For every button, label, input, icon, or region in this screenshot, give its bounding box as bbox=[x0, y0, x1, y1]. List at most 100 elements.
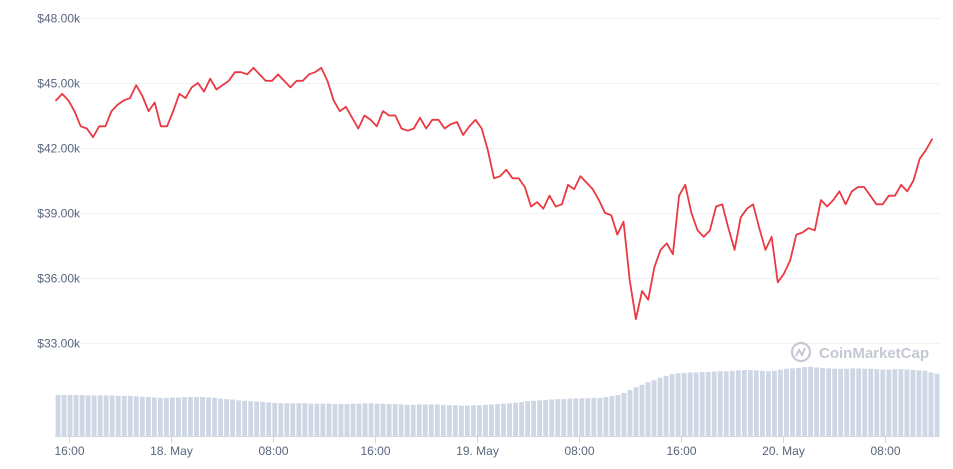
watermark-text: CoinMarketCap bbox=[819, 345, 929, 362]
volume-bar bbox=[910, 369, 916, 436]
volume-bar bbox=[723, 371, 729, 436]
volume-bar bbox=[826, 368, 832, 436]
volume-bar bbox=[705, 372, 711, 436]
volume-bar bbox=[537, 400, 543, 436]
volume-bar bbox=[314, 403, 320, 436]
volume-bar bbox=[609, 396, 615, 436]
volume-bar bbox=[326, 403, 332, 436]
volume-bar bbox=[332, 404, 338, 436]
volume-bar bbox=[669, 374, 675, 436]
volume-bar bbox=[477, 405, 482, 436]
volume-bar bbox=[296, 403, 302, 436]
price-series bbox=[55, 66, 933, 321]
price-line bbox=[55, 66, 933, 321]
volume-bar bbox=[507, 403, 512, 436]
y-tick-label: $39.00k bbox=[37, 207, 81, 221]
volume-bar bbox=[513, 402, 518, 436]
volume-bar bbox=[109, 395, 115, 436]
volume-bar bbox=[206, 397, 211, 436]
volume-bar bbox=[699, 372, 705, 436]
x-tick-label: 20. May bbox=[762, 444, 805, 458]
volume-bar bbox=[549, 399, 555, 436]
volume-bar bbox=[188, 397, 193, 436]
x-tick-label: 08:00 bbox=[258, 444, 288, 458]
volume-bar bbox=[555, 399, 561, 436]
volume-bar bbox=[597, 397, 603, 436]
volume-bar bbox=[452, 405, 458, 436]
volume-bar bbox=[398, 404, 404, 436]
volume-bar bbox=[741, 369, 747, 436]
volume-bar bbox=[218, 398, 223, 436]
volume-bar bbox=[663, 375, 669, 436]
volume-bar bbox=[928, 372, 934, 436]
volume-bar bbox=[471, 405, 476, 436]
volume-bar bbox=[567, 398, 573, 436]
volume-bar bbox=[585, 398, 591, 436]
volume-bar bbox=[422, 404, 428, 436]
volume-bar bbox=[862, 368, 868, 436]
volume-bar bbox=[531, 400, 537, 436]
volume-bar bbox=[440, 404, 446, 436]
volume-bar bbox=[681, 372, 687, 436]
volume-bar bbox=[561, 399, 567, 436]
y-tick-label: $33.00k bbox=[37, 337, 81, 351]
grid-lines bbox=[55, 18, 940, 344]
volume-bar bbox=[434, 404, 440, 436]
volume-bar bbox=[284, 403, 290, 436]
volume-bar bbox=[856, 368, 862, 436]
y-tick-label: $48.00k bbox=[37, 12, 81, 26]
volume-bar bbox=[260, 401, 266, 436]
volume-bar bbox=[55, 395, 61, 436]
volume-bar bbox=[85, 395, 91, 436]
watermark: CoinMarketCap bbox=[790, 341, 929, 363]
volume-bar bbox=[814, 367, 819, 436]
volume-bar bbox=[290, 403, 296, 436]
volume-bar bbox=[194, 397, 199, 436]
coinmarketcap-logo-icon bbox=[790, 341, 812, 363]
volume-bar bbox=[380, 403, 386, 436]
volume-bar bbox=[344, 404, 350, 436]
volume-bar bbox=[350, 403, 356, 436]
volume-bar bbox=[832, 368, 838, 436]
volume-bar bbox=[392, 404, 398, 436]
volume-bar bbox=[868, 368, 874, 436]
x-tick-label: 18. May bbox=[150, 444, 193, 458]
volume-bar bbox=[615, 395, 621, 436]
volume-bar bbox=[73, 395, 79, 436]
volume-bar bbox=[272, 402, 278, 436]
x-tick-label: 16:00 bbox=[360, 444, 390, 458]
volume-bars bbox=[55, 366, 940, 436]
volume-bar bbox=[753, 370, 759, 436]
volume-bar bbox=[735, 370, 741, 436]
volume-bar bbox=[242, 400, 248, 436]
volume-bar bbox=[651, 380, 657, 436]
volume-bar bbox=[675, 373, 681, 436]
volume-bar bbox=[368, 403, 374, 436]
volume-bar bbox=[922, 370, 928, 436]
volume-bar bbox=[139, 396, 145, 436]
volume-bar bbox=[916, 370, 922, 436]
volume-bar bbox=[796, 367, 801, 436]
volume-bar bbox=[115, 395, 121, 436]
volume-bar bbox=[934, 373, 940, 436]
volume-bar bbox=[103, 395, 109, 436]
volume-bar bbox=[248, 401, 254, 436]
volume-bar bbox=[579, 398, 585, 436]
volume-bar bbox=[874, 369, 880, 436]
volume-bar bbox=[464, 405, 470, 436]
volume-bar bbox=[169, 397, 175, 436]
volume-bar bbox=[200, 397, 205, 436]
volume-bar bbox=[886, 369, 892, 436]
volume-bar bbox=[212, 397, 217, 436]
y-tick-label: $36.00k bbox=[37, 272, 81, 286]
volume-bar bbox=[302, 403, 308, 436]
volume-bar bbox=[898, 369, 904, 436]
y-tick-label: $45.00k bbox=[37, 77, 81, 91]
volume-bar bbox=[91, 395, 97, 436]
volume-bar bbox=[892, 369, 898, 436]
volume-bar bbox=[573, 398, 579, 436]
volume-bar bbox=[639, 384, 645, 436]
volume-bar bbox=[79, 395, 85, 436]
volume-bar bbox=[176, 397, 181, 436]
